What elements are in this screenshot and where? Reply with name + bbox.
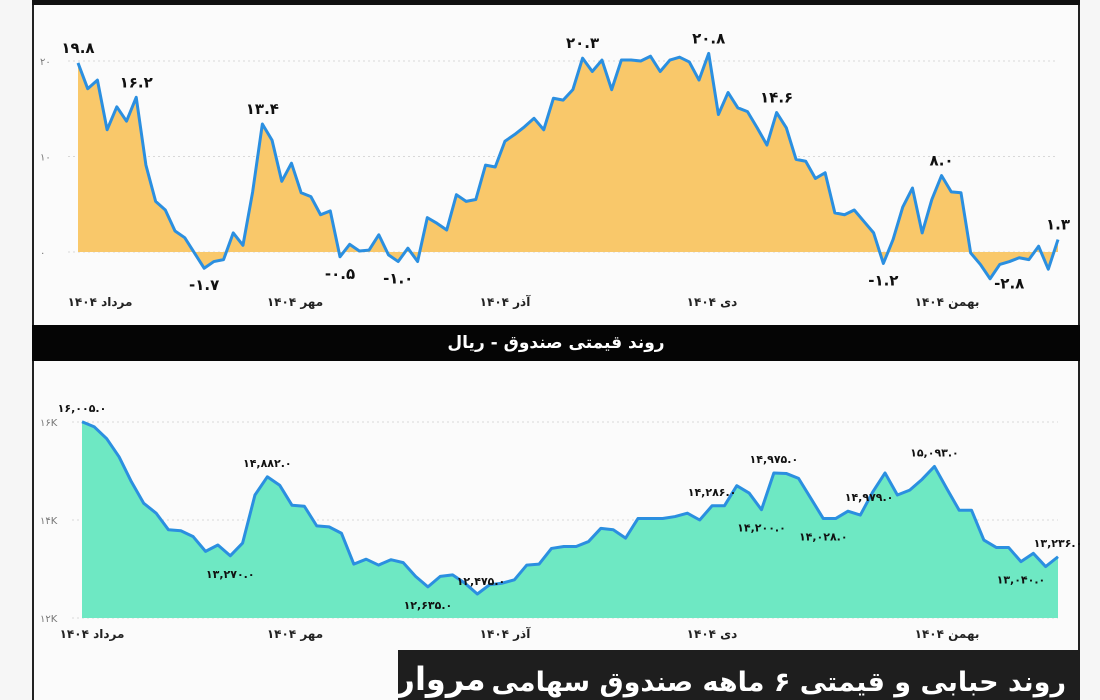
y-tick-label: ۲۰ [40,57,51,68]
series-line [81,420,1059,596]
data-label: ۱۵,۰۹۳.۰ [910,446,959,459]
y-tick-label: ۰ [40,248,45,259]
data-label: ۱۹.۸ [61,39,94,57]
data-label: ۲۰.۳ [566,34,599,52]
y-tick-label: ۱۰ [40,153,51,164]
data-label: -۱.۲ [868,271,898,289]
data-label: ۱۳,۲۷۰.۰ [206,568,255,581]
data-label: ۱۴,۹۷۵.۰ [750,453,799,466]
data-label: ۱۴,۸۸۲.۰ [243,457,292,470]
series-line [76,51,1060,281]
data-label: ۱۲,۶۳۵.۰ [404,599,453,612]
x-tick-label: بهمن ۱۴۰۴ [915,295,980,309]
x-tick-label: دی ۱۴۰۴ [687,295,738,309]
data-label: -۱.۷ [189,276,219,294]
bubble-chart: ۲۰ ۱۰ ۰ ۱۹.۸ ۱۶.۲ -۱.۷ ۱۳.۴ -۰.۵ -۱.۰ ۲۰.۳ ۲۰.۸ ۱۴.… [40,29,1070,309]
data-label: -۰.۵ [325,265,355,283]
data-label: ۱۳,۰۴۰.۰ [997,574,1046,587]
data-label: ۱۳.۴ [246,100,279,118]
footer-title: روند حبابی و قیمتی ۶ ماهه صندوق سهامی [491,667,1066,698]
data-label: -۱.۰ [383,270,413,288]
y-tick-label: ۱۶K [40,418,58,429]
x-tick-label: بهمن ۱۴۰۴ [915,627,980,641]
data-label: ۱.۳ [1046,216,1070,234]
x-tick-label: آذر ۱۴۰۴ [480,294,532,309]
data-label: ۱۴.۶ [760,89,793,107]
x-tick-label: مهر ۱۴۰۴ [267,627,323,641]
data-label: -۲.۸ [994,275,1024,293]
x-tick-label: دی ۱۴۰۴ [687,627,738,641]
top-border [32,0,1080,5]
data-label: ۱۴,۲۸۶.۰ [688,486,737,499]
area-fill [82,421,1058,618]
x-tick-label: مهر ۱۴۰۴ [267,295,323,309]
price-chart-title-banner: روند قیمتی صندوق - ریال [32,325,1080,361]
data-label: ۸.۰ [930,152,954,170]
footer-title-box: روند حبابی و قیمتی ۶ ماهه صندوق سهامی مر… [398,650,1080,700]
price-chart-title: روند قیمتی صندوق - ریال [447,333,665,353]
data-label: ۱۴,۹۷۹.۰ [845,491,894,504]
x-tick-label: مرداد ۱۴۰۴ [68,295,133,309]
data-label: ۱۲,۴۷۵.۰ [457,575,506,588]
footer-fund-name: مروارید [398,660,486,698]
area-fill [78,53,1058,279]
y-tick-label: ۱۲K [40,614,58,625]
data-label: ۱۳,۲۳۶.۰ [1034,537,1083,550]
x-tick-label: آذر ۱۴۰۴ [480,626,532,641]
data-label: ۱۴,۲۰۰.۰ [737,522,786,535]
data-label: ۲۰.۸ [692,29,725,47]
data-label: ۱۶.۲ [120,73,153,91]
data-label: ۱۶,۰۰۵.۰ [58,402,107,415]
data-label: ۱۴,۰۲۸.۰ [799,531,848,544]
x-tick-label: مرداد ۱۴۰۴ [60,627,125,641]
y-tick-label: ۱۴K [40,516,58,527]
